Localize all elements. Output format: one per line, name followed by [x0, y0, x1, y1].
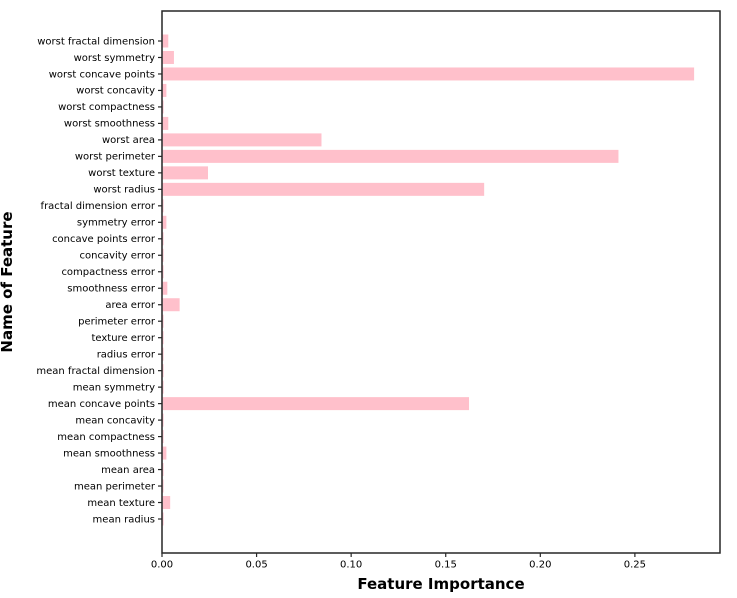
y-tick-label: texture error: [91, 333, 155, 344]
bar: [162, 446, 167, 460]
y-tick-label: perimeter error: [78, 317, 156, 328]
x-tick-label: 0.05: [245, 560, 267, 571]
y-tick-label: worst area: [102, 135, 155, 146]
y-tick-label: worst symmetry: [74, 53, 156, 64]
x-tick-label: 0.15: [435, 560, 457, 571]
bar: [162, 347, 164, 361]
y-tick-label: area error: [105, 300, 156, 311]
bar: [162, 133, 322, 147]
y-tick-label: worst smoothness: [64, 119, 155, 130]
bar: [162, 331, 164, 345]
bar: [162, 265, 164, 279]
y-axis-title: Name of Feature: [0, 211, 16, 353]
bar: [162, 34, 169, 48]
y-tick-label: fractal dimension error: [41, 201, 156, 212]
y-tick-label: mean compactness: [57, 432, 155, 443]
plot-border: [161, 10, 721, 554]
bar: [162, 100, 164, 114]
bar: [162, 248, 164, 262]
bar: [162, 281, 168, 295]
bar: [162, 380, 164, 394]
bar: [162, 463, 164, 477]
y-tick-label: mean area: [101, 465, 155, 476]
y-tick-label: symmetry error: [77, 218, 156, 229]
bar: [162, 413, 164, 427]
bar: [162, 50, 174, 64]
y-tick-label: worst concave points: [49, 69, 155, 80]
x-tick-label: 0.25: [624, 560, 646, 571]
y-tick-label: mean perimeter: [74, 481, 156, 492]
y-tick-label: smoothness error: [67, 284, 156, 295]
bar: [162, 83, 167, 97]
bar: [162, 116, 169, 130]
bar: [162, 298, 180, 312]
bar: [162, 479, 164, 493]
y-tick-label: radius error: [97, 349, 156, 360]
bar: [162, 397, 470, 411]
bar: [162, 215, 167, 229]
y-tick-label: mean symmetry: [73, 382, 155, 393]
bar: [162, 314, 164, 328]
y-tick-label: concavity error: [79, 251, 155, 262]
y-tick-label: worst concavity: [76, 86, 155, 97]
bar: [162, 364, 164, 378]
plot-background: [162, 11, 720, 553]
x-tick-label: 0.10: [340, 560, 362, 571]
y-tick-label: worst fractal dimension: [37, 36, 155, 47]
x-axis-title: Feature Importance: [357, 575, 525, 593]
y-tick-label: compactness error: [61, 267, 155, 278]
x-tick-label: 0.00: [151, 560, 173, 571]
bar: [162, 182, 485, 196]
y-tick-label: mean smoothness: [63, 448, 155, 459]
bar: [162, 512, 164, 526]
bar: [162, 149, 619, 163]
y-tick-label: mean fractal dimension: [36, 366, 155, 377]
bar: [162, 67, 695, 81]
y-tick-label: mean radius: [93, 514, 155, 525]
bar: [162, 496, 171, 510]
bar: [162, 166, 208, 180]
bar: [162, 430, 164, 444]
y-tick-label: worst perimeter: [75, 152, 156, 163]
y-tick-label: worst radius: [93, 185, 155, 196]
x-tick-label: 0.20: [529, 560, 551, 571]
y-tick-label: worst compactness: [58, 102, 155, 113]
bar: [162, 232, 164, 246]
y-tick-label: mean texture: [87, 498, 155, 509]
bar: [162, 199, 164, 213]
y-tick-label: worst texture: [88, 168, 155, 179]
y-tick-label: concave points error: [52, 234, 156, 245]
y-tick-label: mean concavity: [75, 415, 155, 426]
y-tick-label: mean concave points: [48, 399, 155, 410]
